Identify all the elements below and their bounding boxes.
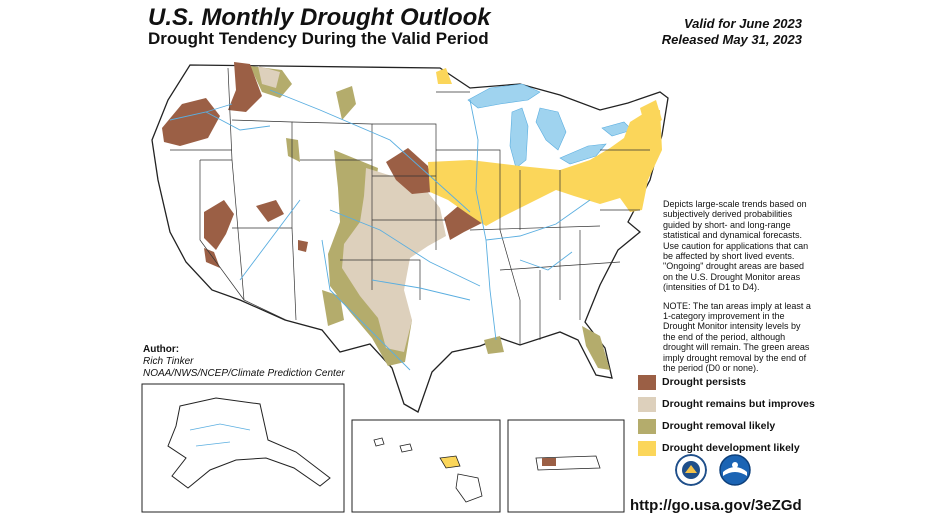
legend-item-removal: Drought removal likely bbox=[638, 417, 838, 439]
arizona-spot-persists bbox=[298, 240, 308, 252]
colorado-river bbox=[239, 199, 301, 281]
louisiana-removal bbox=[484, 336, 504, 354]
puertorico-inset bbox=[507, 419, 625, 513]
missouri-river bbox=[269, 89, 471, 213]
wyoming-removal bbox=[286, 138, 300, 162]
idaho-persists bbox=[228, 62, 262, 112]
nebraska-persists bbox=[386, 148, 432, 194]
author-name: Rich Tinker bbox=[143, 356, 194, 367]
alaska-inset bbox=[141, 383, 345, 513]
rivers bbox=[169, 89, 591, 371]
montana-improves bbox=[258, 66, 280, 88]
utah-persists bbox=[256, 200, 284, 222]
florida-removal bbox=[582, 326, 610, 370]
legend-label-removal: Drought removal likely bbox=[662, 420, 776, 432]
map-description: Depicts large-scale trends based on subj… bbox=[663, 199, 811, 382]
author-heading: Author: bbox=[143, 344, 180, 355]
hawaii-oahu bbox=[399, 443, 413, 453]
newengland-development bbox=[640, 100, 662, 130]
usda-seal-icon bbox=[675, 454, 707, 486]
author-block: Author: Rich Tinker NOAA/NWS/NCEP/Climat… bbox=[143, 344, 345, 380]
page-title: U.S. Monthly Drought Outlook bbox=[148, 4, 491, 31]
ohio-river bbox=[485, 199, 591, 241]
arkansas-river bbox=[329, 209, 481, 287]
north-development bbox=[436, 68, 452, 84]
legend-label-improves: Drought remains but improves bbox=[662, 398, 815, 410]
legend-swatch-improves bbox=[638, 397, 656, 412]
page-subtitle: Drought Tendency During the Valid Period bbox=[148, 29, 489, 48]
hawaii-maui-development bbox=[439, 455, 461, 469]
tennessee-river bbox=[519, 251, 573, 271]
legend-label-persists: Drought persists bbox=[662, 376, 747, 388]
lake-michigan bbox=[509, 107, 529, 169]
snake-river bbox=[205, 111, 271, 131]
author-org: NOAA/NWS/NCEP/Climate Prediction Center bbox=[143, 368, 345, 379]
lake-huron bbox=[535, 107, 567, 151]
legend-label-development: Drought development likely bbox=[662, 442, 800, 454]
legend: Drought persists Drought remains but imp… bbox=[638, 373, 838, 461]
lake-superior bbox=[467, 83, 541, 109]
footer-url[interactable]: http://go.usa.gov/3eZGd bbox=[630, 497, 802, 514]
legend-swatch-removal bbox=[638, 419, 656, 434]
legend-item-development: Drought development likely bbox=[638, 439, 838, 461]
alaska-outline bbox=[167, 397, 331, 489]
state-borders bbox=[170, 67, 650, 345]
legend-swatch-development bbox=[638, 441, 656, 456]
puertorico-persists bbox=[542, 458, 556, 466]
rio-grande bbox=[321, 239, 411, 371]
legend-swatch-persists bbox=[638, 375, 656, 390]
hawaii-inset bbox=[351, 419, 501, 513]
description-paragraph-1: Depicts large-scale trends based on subj… bbox=[663, 199, 809, 293]
midwest-development bbox=[428, 110, 662, 226]
red-river bbox=[371, 279, 471, 301]
legend-item-persists: Drought persists bbox=[638, 373, 838, 395]
valid-period: Valid for June 2023 Released May 31, 202… bbox=[662, 16, 802, 48]
description-paragraph-2: NOTE: The tan areas imply at least a 1-c… bbox=[663, 300, 811, 374]
dakota-removal bbox=[336, 86, 356, 120]
released-text: Released May 31, 2023 bbox=[661, 32, 802, 47]
drought-persists-areas bbox=[162, 62, 488, 268]
oregon-persists bbox=[162, 98, 220, 146]
nevada-south-persists bbox=[204, 248, 220, 268]
hawaii-kauai bbox=[373, 437, 385, 447]
hawaii-big-island bbox=[455, 473, 483, 503]
valid-for-text: Valid for June 2023 bbox=[683, 16, 802, 31]
nevada-persists bbox=[204, 200, 234, 250]
legend-item-improves: Drought remains but improves bbox=[638, 395, 838, 417]
great-lakes bbox=[467, 83, 633, 169]
mississippi-river bbox=[469, 99, 497, 341]
drought-development-areas bbox=[428, 68, 662, 226]
alaska-rivers bbox=[189, 423, 251, 447]
noaa-logo-icon bbox=[719, 454, 751, 486]
